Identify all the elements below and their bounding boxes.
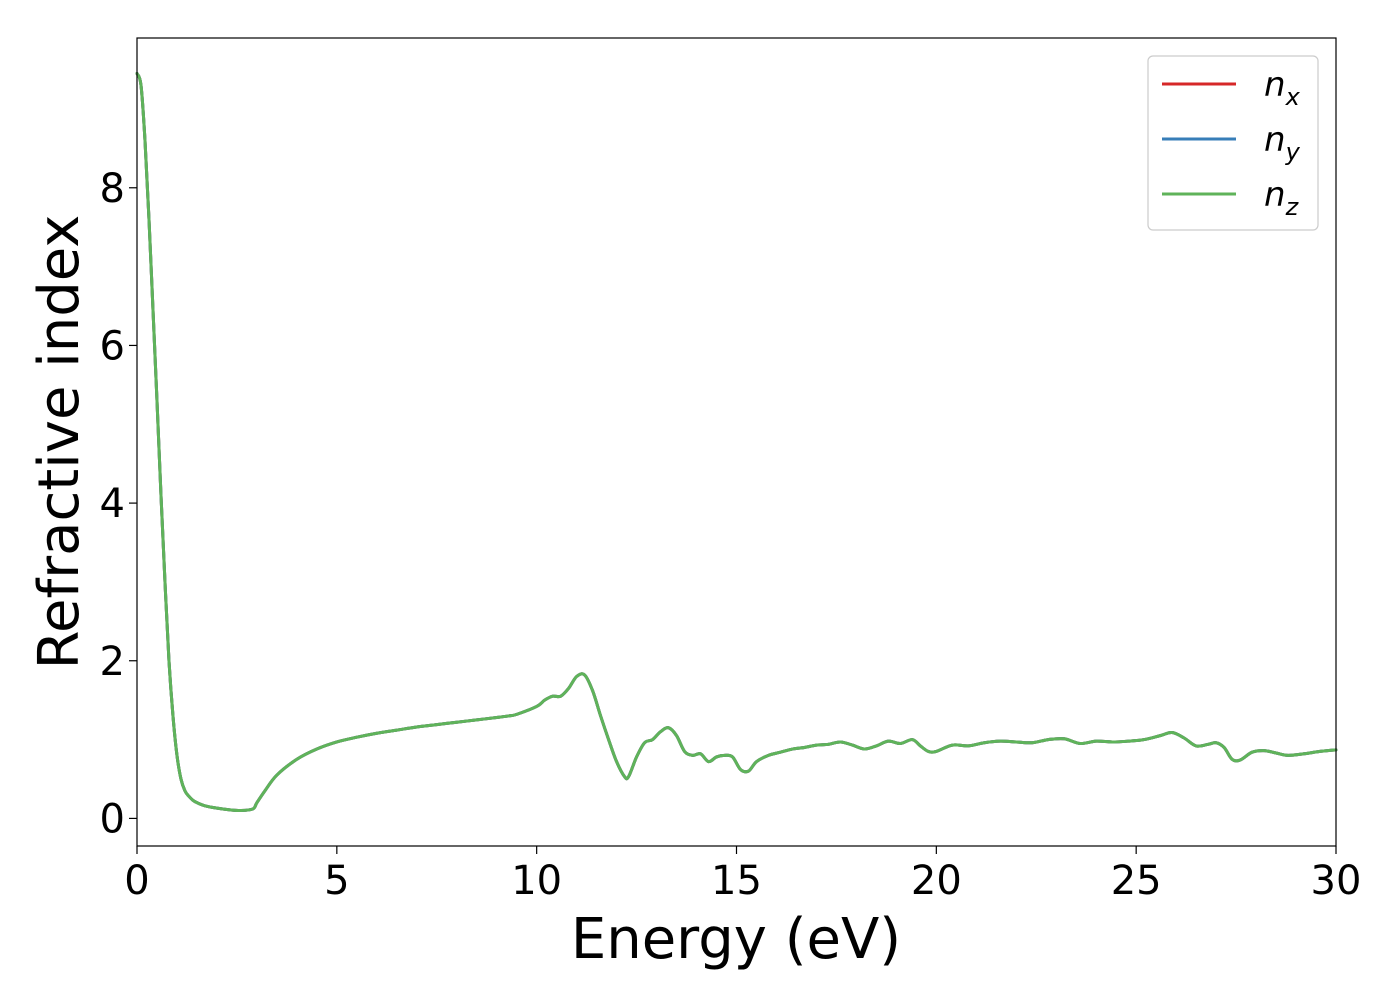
legend: nx ny nz — [1147, 55, 1319, 231]
y-tick-label: 0 — [100, 796, 125, 842]
x-tick-label: 10 — [511, 858, 562, 904]
x-axis: 0 5 10 15 20 25 30 — [124, 846, 1361, 904]
y-tick-label: 2 — [100, 639, 125, 685]
x-tick-label: 15 — [711, 858, 762, 904]
x-tick-label: 30 — [1311, 858, 1362, 904]
x-tick-label: 25 — [1111, 858, 1162, 904]
legend-box — [1147, 55, 1319, 231]
y-axis: 0 2 4 6 8 — [100, 166, 137, 842]
x-tick-label: 5 — [324, 858, 349, 904]
legend-label-x: nx — [1264, 65, 1301, 111]
plot-area — [135, 71, 1338, 813]
y-tick-label: 6 — [100, 323, 125, 369]
x-tick-label: 0 — [124, 858, 149, 904]
x-tick-label: 20 — [911, 858, 962, 904]
y-tick-label: 4 — [100, 481, 125, 527]
x-axis-label: Energy (eV) — [571, 907, 901, 972]
legend-label-z: nz — [1264, 175, 1300, 221]
series-line-z — [135, 71, 1338, 813]
legend-label-y: ny — [1264, 120, 1301, 166]
y-axis-label: Refractive index — [27, 215, 92, 670]
plot-frame — [136, 37, 1337, 847]
y-tick-label: 8 — [100, 166, 125, 212]
